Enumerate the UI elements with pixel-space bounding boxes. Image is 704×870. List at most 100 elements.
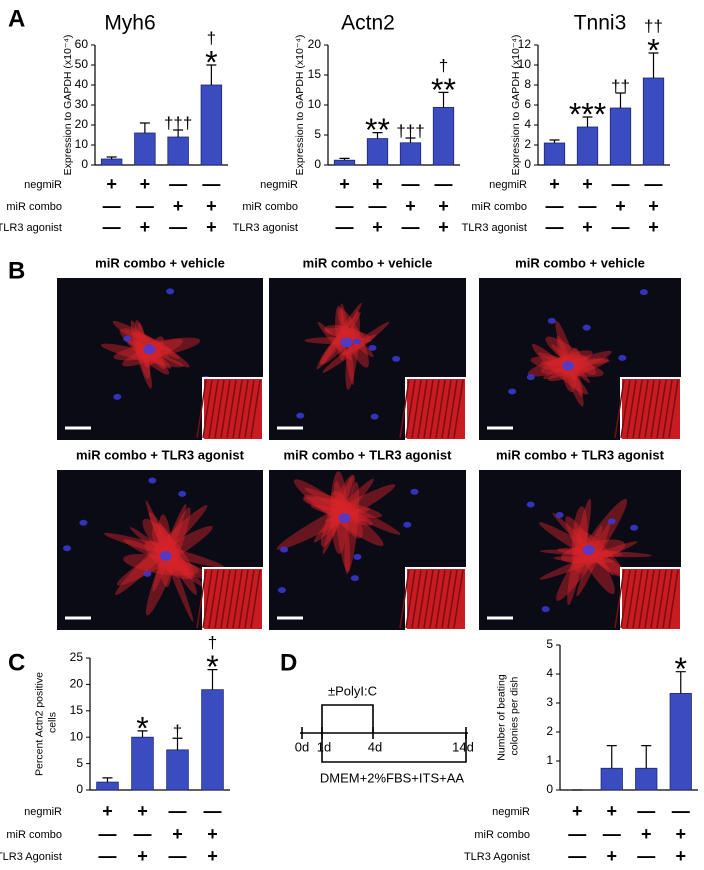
- error-bar: [405, 137, 416, 143]
- error-bar: [648, 52, 659, 78]
- inset-striation: [620, 569, 631, 629]
- inset-striation: [196, 379, 207, 439]
- inset: [620, 377, 682, 441]
- inset-striation: [429, 379, 440, 439]
- error-bar: [172, 737, 183, 750]
- error-bar: [372, 132, 383, 139]
- inset-striation: [662, 379, 673, 439]
- condition-label: miR combo: [6, 201, 62, 213]
- y-tick-label: 2: [546, 724, 553, 738]
- cell-fiber: [574, 528, 624, 577]
- y-tick-label: 8: [524, 77, 531, 91]
- inset-striation: [220, 379, 231, 439]
- condition-sign: —: [645, 174, 663, 194]
- condition-sign: +: [641, 824, 652, 844]
- cell-fiber: [330, 471, 348, 555]
- cell-fiber: [143, 335, 166, 370]
- cell-fiber: [540, 358, 610, 367]
- nucleus: [148, 477, 157, 484]
- condition-label: miR combo: [471, 201, 527, 213]
- nucleus: [508, 388, 517, 395]
- y-tick-label: 50: [75, 57, 89, 71]
- condition-sign: —: [336, 217, 354, 237]
- cell-fiber: [565, 516, 615, 595]
- cell-fiber: [345, 310, 360, 390]
- y-axis-label: Expression to GAPDH (x10⁻⁴): [510, 35, 522, 176]
- y-tick-label: 6: [524, 97, 531, 111]
- condition-sign: —: [99, 824, 117, 844]
- y-tick-label: 0: [524, 157, 531, 171]
- cell-fiber: [317, 321, 353, 361]
- condition-sign: +: [648, 196, 659, 216]
- nucleus: [403, 521, 412, 528]
- inset-striation: [441, 569, 452, 629]
- condition-sign: —: [402, 174, 420, 194]
- error-bar: [339, 157, 350, 161]
- bar: [642, 77, 665, 166]
- condition-sign: +: [405, 196, 416, 216]
- nucleus: [123, 335, 132, 342]
- cell-fiber: [334, 480, 351, 572]
- inset-striation: [202, 379, 213, 439]
- significance-marker: ††: [644, 16, 663, 35]
- bar: [576, 126, 599, 166]
- condition-sign: +: [140, 217, 151, 237]
- timeline-label: 14d: [452, 739, 474, 754]
- image-caption: miR combo + TLR3 agonist: [284, 447, 453, 462]
- inset-striation: [423, 379, 434, 439]
- condition-sign: —: [336, 196, 354, 216]
- condition-label: miR combo: [242, 201, 298, 213]
- condition-sign: +: [102, 801, 113, 821]
- micrograph: [269, 470, 467, 631]
- significance-marker: **: [365, 112, 390, 148]
- significance-marker: ***: [569, 96, 606, 132]
- condition-sign: —: [637, 846, 655, 866]
- cell-fiber: [303, 495, 373, 526]
- inset: [405, 377, 467, 441]
- micrograph: [57, 470, 264, 631]
- inset-striation: [232, 379, 243, 439]
- inset-striation: [244, 379, 255, 439]
- cell-fiber: [531, 343, 588, 395]
- condition-sign: —: [136, 196, 154, 216]
- y-tick-label: 0: [76, 782, 83, 796]
- significance-marker: †: [208, 633, 217, 652]
- treatment-bracket: [321, 704, 374, 733]
- y-tick-label: 15: [70, 703, 84, 717]
- inset-striation: [662, 569, 673, 629]
- inset-striation: [208, 379, 219, 439]
- treatment-label: ±PolyI:C: [328, 683, 377, 698]
- panel-label: B: [8, 257, 25, 284]
- bar: [201, 689, 224, 791]
- cell-fiber: [157, 514, 173, 588]
- nucleus: [639, 289, 648, 296]
- bar: [333, 159, 356, 166]
- condition-sign: +: [648, 217, 659, 237]
- inset-striation: [638, 569, 649, 629]
- y-axis-label: Expression to GAPDH (x10⁻⁴): [294, 35, 306, 176]
- inset-striation: [656, 569, 667, 629]
- y-tick-label: 3: [546, 695, 553, 709]
- condition-sign: +: [137, 846, 148, 866]
- y-tick-label: 10: [75, 137, 89, 151]
- condition-sign: +: [206, 217, 217, 237]
- cell-fiber: [539, 549, 653, 558]
- error-bar: [173, 129, 184, 137]
- bar: [166, 749, 189, 791]
- medium-bracket: [321, 733, 467, 763]
- condition-sign: +: [206, 196, 217, 216]
- inset-striation: [650, 569, 661, 629]
- micrograph: [57, 278, 264, 441]
- cell-fiber: [543, 350, 612, 380]
- cell-fiber: [322, 475, 354, 555]
- cell-fiber: [313, 478, 374, 543]
- inset-striation: [447, 379, 458, 439]
- cell-fiber: [553, 556, 615, 564]
- condition-sign: —: [169, 217, 187, 237]
- inset-striation: [453, 569, 464, 629]
- condition-label: negmiR: [24, 806, 62, 818]
- micrograph: [479, 470, 682, 631]
- error-bar: [106, 156, 117, 159]
- bar: [167, 136, 189, 166]
- inset-striation: [441, 379, 452, 439]
